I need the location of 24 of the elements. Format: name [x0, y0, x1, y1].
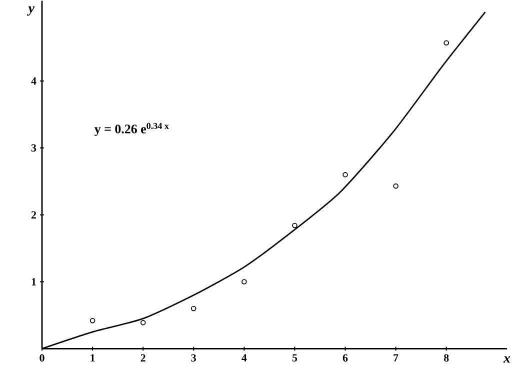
point	[242, 279, 247, 285]
y-axis-title: y	[26, 6, 35, 16]
point	[342, 172, 348, 178]
y-tick-label: 3	[31, 144, 36, 152]
x-tick-label: 4	[242, 354, 247, 362]
point	[140, 320, 146, 326]
x-tick-label: 2	[140, 354, 146, 362]
x-tick-label: 8	[444, 354, 449, 362]
x-tick-label: 1	[90, 354, 95, 362]
point	[90, 318, 96, 324]
annotation: y = 0.26 e$^{0.34 x}$	[94, 123, 169, 136]
x-tick-label: 7	[394, 354, 398, 362]
x-tick-label: 5	[292, 354, 298, 362]
y-tick-label: 4	[31, 78, 36, 85]
point	[444, 40, 449, 46]
point	[292, 223, 298, 228]
x-tick-label: 3	[191, 354, 196, 362]
point	[190, 306, 196, 312]
x-axis-title: x	[503, 356, 510, 363]
x-tick-label: 6	[342, 354, 348, 362]
y-tick-label: 2	[31, 211, 36, 219]
point	[393, 184, 398, 189]
y-tick-label: 1	[32, 278, 36, 286]
x-tick-label: 0	[40, 354, 44, 362]
